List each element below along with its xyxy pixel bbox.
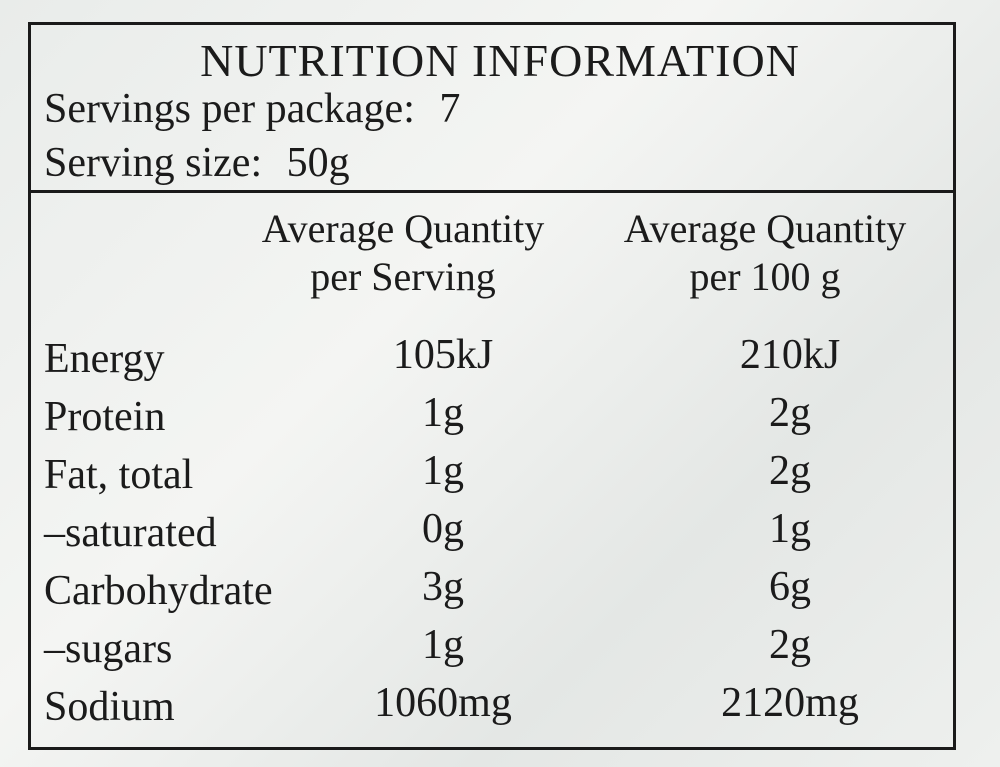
table-row: Carbohydrate 3g 6g <box>0 560 1000 618</box>
nutrient-value: 2g <box>769 622 811 668</box>
nutrient-name: Sodium <box>44 684 175 730</box>
table-row: Sodium 1060mg 2120mg <box>0 676 1000 734</box>
nutrient-name: Energy <box>44 336 165 382</box>
nutrient-value: 6g <box>769 564 811 610</box>
nutrient-value: 2g <box>769 448 811 494</box>
servings: Servings per package: 7 <box>44 88 460 130</box>
nutrient-value: 1060mg <box>374 680 512 726</box>
servings-value: 7 <box>439 86 461 132</box>
label-border <box>28 22 956 750</box>
divider <box>28 190 956 193</box>
nutrient-name: –sugars <box>44 626 173 672</box>
table-row: Protein 1g 2g <box>0 386 1000 444</box>
nutrient-value: 2g <box>769 390 811 436</box>
nutrient-value: 1g <box>422 448 464 494</box>
nutrient-value: 210kJ <box>739 332 841 378</box>
serving-size-label: Serving size: <box>44 140 263 186</box>
nutrient-name: –saturated <box>44 510 217 556</box>
nutrient-value: 105kJ <box>392 332 494 378</box>
nutrient-value: 0g <box>422 506 464 552</box>
nutrient-value: 3g <box>422 564 464 610</box>
title: NUTRITION INFORMATION <box>200 35 800 86</box>
nutrient-name: Protein <box>44 394 166 440</box>
nutrient-name: Carbohydrate <box>44 568 273 614</box>
table-row: Energy 105kJ 210kJ <box>0 328 1000 386</box>
column-header: Average Quantity per 100 g <box>623 206 907 299</box>
serving-size: Serving size: 50g <box>44 142 350 184</box>
nutrient-value: 1g <box>422 622 464 668</box>
table-row: –sugars 1g 2g <box>0 618 1000 676</box>
serving-size-value: 50g <box>286 140 350 186</box>
column-header: Average Quantity per Serving <box>261 206 545 299</box>
nutrient-name: Fat, total <box>44 452 194 498</box>
nutrient-value: 2120mg <box>721 680 859 726</box>
nutrient-value: 1g <box>769 506 811 552</box>
nutrient-value: 1g <box>422 390 464 436</box>
table-row: Fat, total 1g 2g <box>0 444 1000 502</box>
table-row: –saturated 0g 1g <box>0 502 1000 560</box>
servings-label: Servings per package: <box>44 86 415 132</box>
